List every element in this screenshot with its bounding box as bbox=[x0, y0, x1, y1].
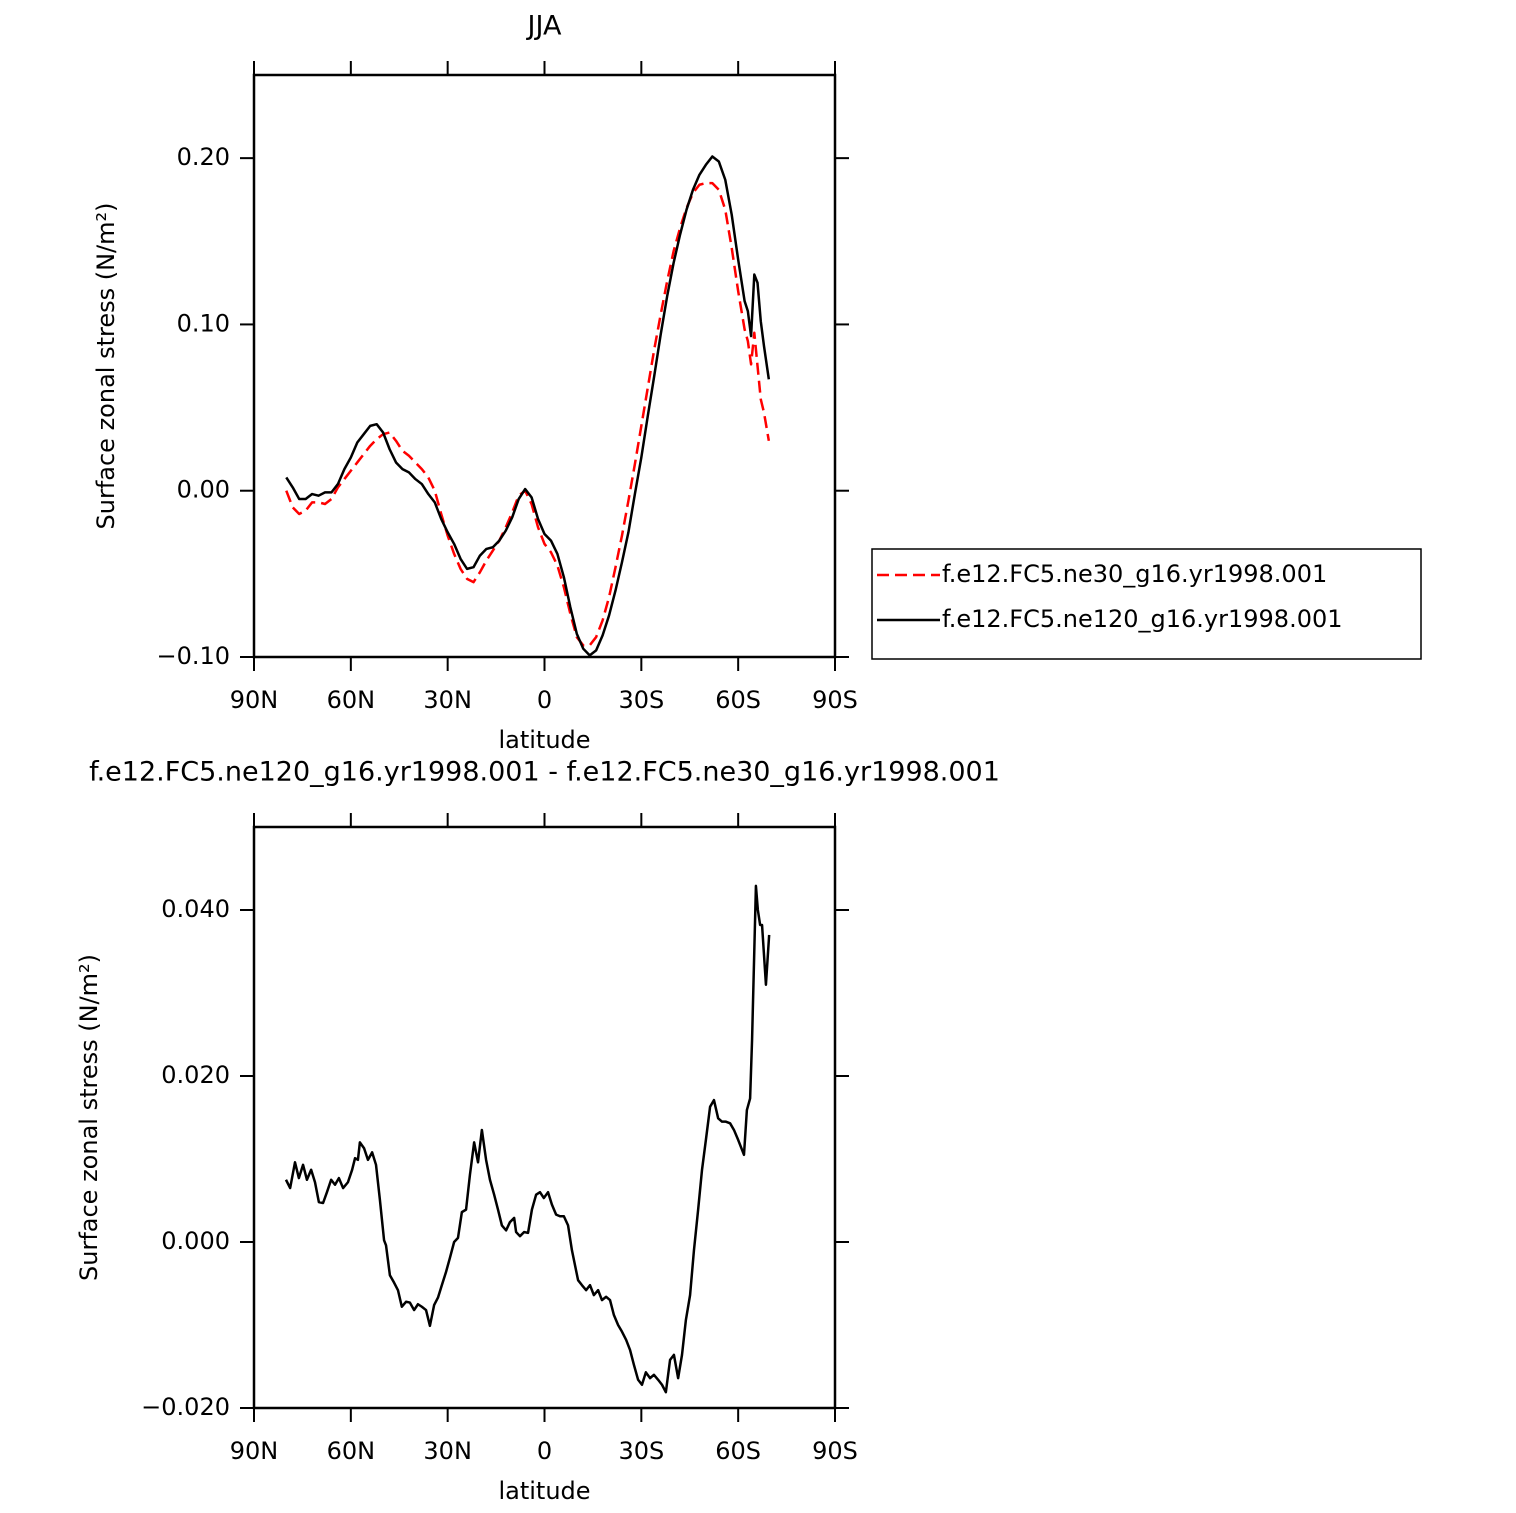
y-tick-label: −0.020 bbox=[141, 1393, 230, 1421]
x-tick-label: 60S bbox=[715, 686, 761, 714]
data-line bbox=[285, 181, 771, 647]
x-tick-label: 90S bbox=[812, 1437, 858, 1465]
legend-label: f.e12.FC5.ne120_g16.yr1998.001 bbox=[942, 605, 1343, 633]
y-tick-label: 0.020 bbox=[161, 1061, 230, 1089]
y-tick-label: 0.20 bbox=[177, 143, 230, 171]
y-tick-label: 0.00 bbox=[177, 476, 230, 504]
data-line bbox=[285, 155, 771, 657]
x-tick-label: 60N bbox=[327, 686, 376, 714]
x-tick-label: 60N bbox=[327, 1437, 376, 1465]
x-tick-label: 90N bbox=[230, 1437, 279, 1465]
x-tick-label: 0 bbox=[537, 686, 552, 714]
x-axis-label: latitude bbox=[498, 726, 590, 754]
y-axis-label: Surface zonal stress (N/m²) bbox=[92, 203, 120, 530]
x-tick-label: 30S bbox=[618, 686, 664, 714]
y-tick-label: 0.10 bbox=[177, 309, 230, 337]
x-tick-label: 30N bbox=[423, 1437, 472, 1465]
y-tick-label: 0.040 bbox=[161, 895, 230, 923]
chart-title: f.e12.FC5.ne120_g16.yr1998.001 - f.e12.F… bbox=[89, 757, 1000, 788]
legend-label: f.e12.FC5.ne30_g16.yr1998.001 bbox=[942, 560, 1327, 588]
y-tick-label: −0.10 bbox=[156, 642, 230, 670]
data-line bbox=[284, 884, 771, 1394]
x-tick-label: 90N bbox=[230, 686, 279, 714]
x-tick-label: 60S bbox=[715, 1437, 761, 1465]
x-tick-label: 90S bbox=[812, 686, 858, 714]
x-tick-label: 30N bbox=[423, 686, 472, 714]
y-tick-label: 0.000 bbox=[161, 1227, 230, 1255]
plot-frame bbox=[252, 825, 837, 1410]
plot-frame bbox=[252, 73, 837, 659]
legend-box bbox=[871, 548, 1422, 660]
x-tick-label: 0 bbox=[537, 1437, 552, 1465]
y-axis-label: Surface zonal stress (N/m²) bbox=[75, 954, 103, 1281]
x-tick-label: 30S bbox=[618, 1437, 664, 1465]
chart-title: JJA bbox=[526, 11, 562, 42]
x-axis-label: latitude bbox=[498, 1477, 590, 1505]
